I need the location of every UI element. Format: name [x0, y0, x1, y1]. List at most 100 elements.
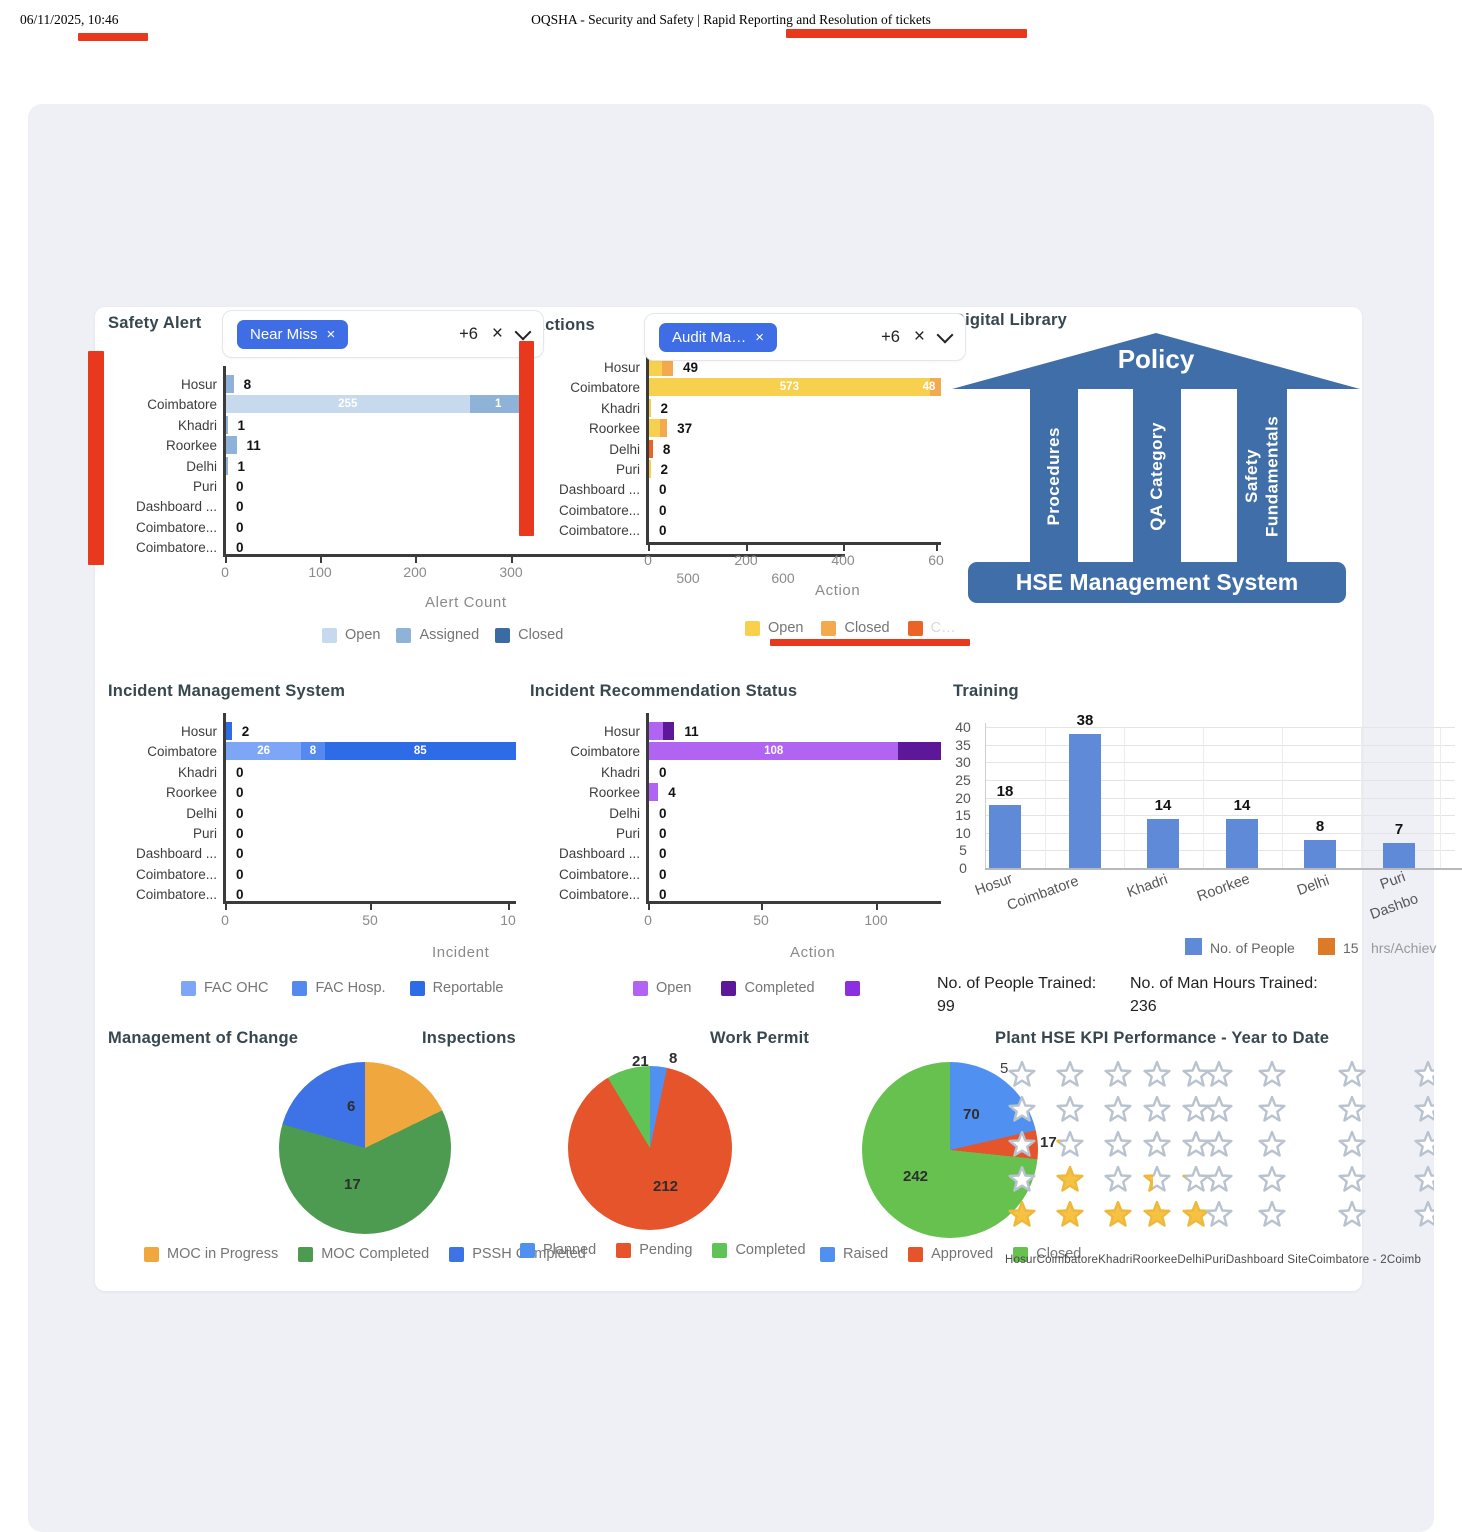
- incident_recommendation-legend-item: [844, 980, 868, 996]
- chip-remove-icon[interactable]: ×: [326, 325, 336, 343]
- training-ytick: 30: [955, 754, 971, 771]
- actions-bar-segment: [649, 358, 662, 376]
- safety-alert-filter-dropdown[interactable]: Near Miss × +6 ×: [222, 310, 544, 358]
- panel-title-work-permit: Work Permit: [710, 1029, 810, 1047]
- legend-swatch: [908, 1246, 924, 1262]
- training-ytick: 40: [955, 719, 971, 735]
- kpi-star-hosur-3: [1008, 1130, 1036, 1159]
- safety_alert-category-label: Khadri: [177, 417, 217, 433]
- kpi-star-khadri-4: [1104, 1095, 1132, 1124]
- actions-tick-label: 200: [734, 552, 758, 568]
- safety_alert-value-label: 0: [236, 540, 244, 556]
- actions-value-label: 2: [660, 462, 669, 477]
- filter-clear-icon[interactable]: ×: [913, 326, 925, 347]
- chip-remove-icon[interactable]: ×: [755, 328, 764, 346]
- actions-filter-dropdown[interactable]: Audit Ma… × +6 ×: [644, 313, 966, 361]
- incident_management-value-label: 0: [236, 785, 244, 801]
- actions-bar-segment: [649, 378, 930, 397]
- filter-clear-icon[interactable]: ×: [491, 323, 503, 344]
- filter-chip-near-miss[interactable]: Near Miss ×: [237, 319, 349, 349]
- incident_management-legend-item: FAC Hosp.: [292, 980, 386, 996]
- incident_recommendation-category-label: Puri: [615, 826, 640, 841]
- kpi-star-coimb-5: [1414, 1060, 1434, 1089]
- incident_recommendation-category-label: Dashboard ...: [558, 846, 640, 862]
- legend-swatch: [712, 1242, 728, 1258]
- actions-value-label: 2: [660, 400, 669, 416]
- legend-swatch: [495, 627, 511, 643]
- actions-tick-mark: [843, 545, 845, 551]
- incident_recommendation-segment-label: 108: [764, 745, 784, 758]
- incident_recommendation-value-label: 0: [659, 846, 667, 862]
- legend-swatch: [409, 980, 425, 996]
- actions-value-label: 49: [683, 360, 699, 375]
- filter-chip-audit[interactable]: Audit Ma… ×: [659, 322, 777, 352]
- annotation-bar-actions-left: [519, 341, 534, 536]
- kpi-star-roorkee-2: [1143, 1165, 1171, 1194]
- training-xtick-label: Puri: [1378, 869, 1408, 894]
- chevron-down-icon[interactable]: [514, 323, 532, 340]
- safety_alert-segment-label: 1: [495, 398, 502, 411]
- panel-title-training: Training: [953, 682, 1019, 700]
- training-bar-value: 38: [1076, 712, 1094, 730]
- safety_alert-bar-segment: [226, 395, 470, 414]
- safety_alert-bar-segment: [226, 456, 228, 475]
- training-vgridline: [1203, 727, 1204, 868]
- inspections-legend-item: Completed: [712, 1242, 806, 1258]
- panel-title-digital-library: Digital Library: [953, 311, 1067, 329]
- training-legend-swatch: [1185, 938, 1202, 955]
- kpi-star-coimb-1: [1414, 1200, 1434, 1229]
- incident_recommendation-legend: Open Completed: [633, 980, 868, 996]
- legend-swatch: [616, 1242, 632, 1258]
- training-ytick: 20: [955, 789, 971, 806]
- work-permit-legend: Raised Approved Closed: [820, 1246, 1081, 1262]
- safety_alert-bar-segment: [226, 436, 237, 455]
- actions-tick-label: 400: [831, 552, 855, 568]
- kpi-star-delhi-2: [1182, 1165, 1210, 1194]
- filter-chip-label: Near Miss: [250, 325, 318, 343]
- kpi-star-coimbatore-5: [1056, 1060, 1084, 1089]
- panel-title-moc: Management of Change: [108, 1029, 299, 1047]
- chevron-down-icon[interactable]: [936, 326, 954, 343]
- actions-legend-item: C…: [907, 620, 956, 636]
- kpi-star-coimbatore-2-2: [1338, 1165, 1366, 1194]
- kpi-star-hosur-4: [1008, 1095, 1036, 1124]
- kpi-star-khadri-1: [1104, 1200, 1132, 1229]
- kpi-star-coimb-4: [1414, 1095, 1434, 1124]
- actions-category-label: Khadri: [600, 400, 640, 416]
- safety_alert-value-label: 1: [237, 458, 246, 474]
- training-xtick-label: Roorkee: [1195, 871, 1252, 906]
- training-legend-swatch: [1318, 938, 1335, 955]
- legend-swatch: [181, 980, 196, 996]
- incident_recommendation-value-label: 0: [659, 866, 667, 882]
- incident_recommendation-value-label: 11: [684, 724, 699, 739]
- safety_alert-category-label: Coimbatore...: [135, 540, 217, 556]
- filter-more-count[interactable]: +6: [459, 324, 478, 343]
- incident_recommendation-bar-segment: [649, 722, 663, 740]
- incident_management-bar-segment: [226, 742, 302, 761]
- training-legend-label: No. of People: [1210, 940, 1295, 956]
- training-vgridline: [1282, 727, 1283, 868]
- legend-swatch: [907, 620, 923, 636]
- kpi-star-dashboard-site-5: [1258, 1060, 1286, 1089]
- actions-category-label: Delhi: [609, 441, 640, 457]
- training-ytick: 0: [959, 860, 967, 876]
- filter-more-count[interactable]: +6: [881, 327, 900, 346]
- kpi-star-delhi-1: [1182, 1200, 1210, 1229]
- annotation-underline-datetime: [78, 33, 148, 41]
- safety_alert-tick-mark: [320, 557, 322, 563]
- incident_management-legend-item: Reportable: [409, 980, 504, 996]
- training-ytick: 25: [955, 771, 971, 788]
- incident_recommendation-value-label: 0: [659, 764, 667, 780]
- training-xtick-label: Khadri: [1125, 871, 1170, 902]
- training-vgridline: [1440, 727, 1441, 868]
- kpi-star-puri-2: [1205, 1165, 1233, 1194]
- safety_alert-category-label: Dashboard ...: [135, 499, 217, 515]
- safety_alert-category-label: Puri: [192, 479, 217, 494]
- actions-axis-label: Action: [815, 582, 861, 599]
- kpi-star-coimb-3: [1414, 1130, 1434, 1159]
- training-gridline: [985, 779, 1455, 781]
- legend-swatch: [820, 1246, 835, 1262]
- safety_alert-category-label: Roorkee: [165, 438, 217, 454]
- incident_recommendation-category-label: Coimbatore...: [558, 866, 640, 882]
- incident_recommendation-category-label: Delhi: [609, 805, 640, 821]
